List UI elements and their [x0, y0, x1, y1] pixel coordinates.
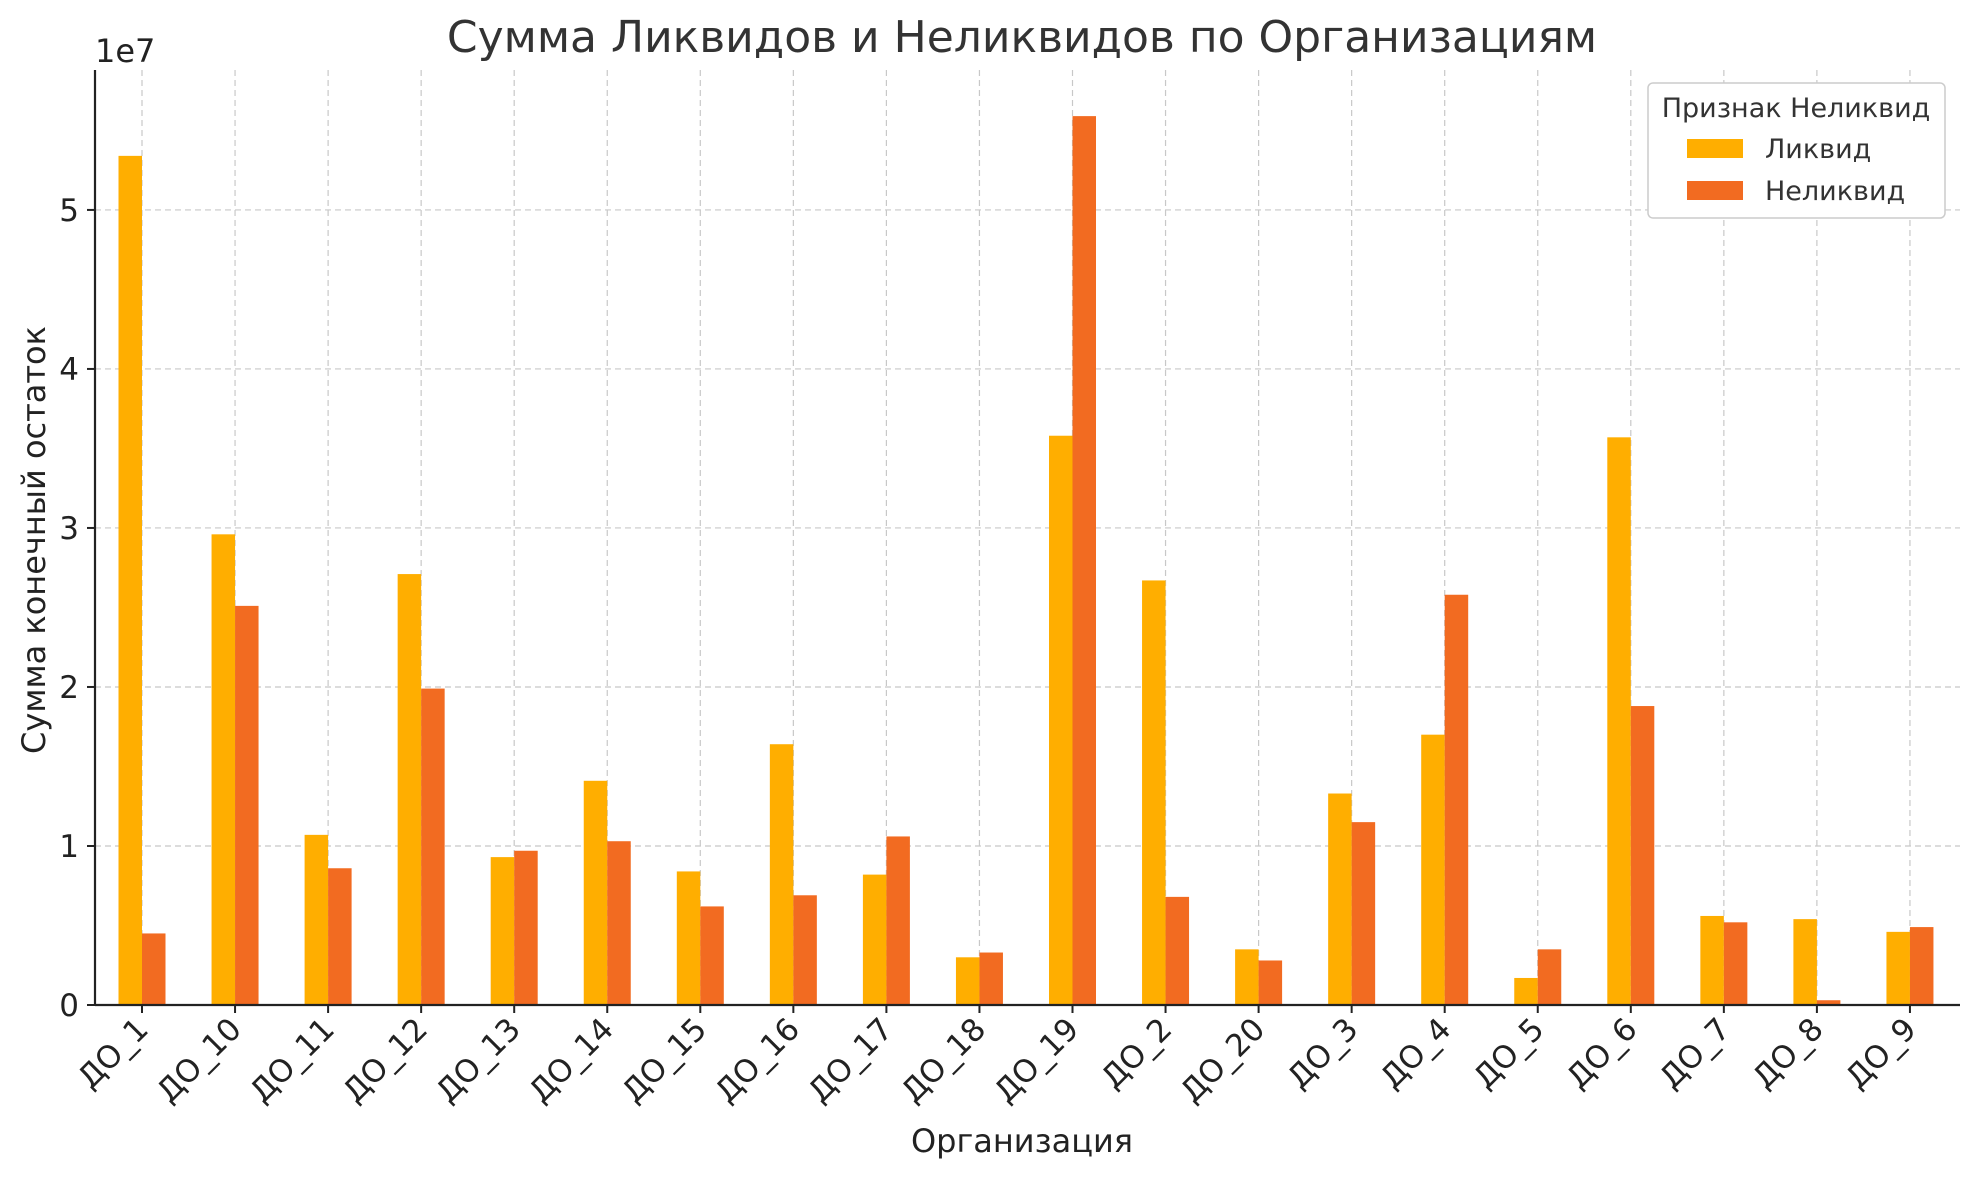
x-tick-label: ДО_11: [243, 1011, 342, 1110]
bar-nelikvid: [514, 850, 538, 1005]
x-tick-label: ДО_2: [1094, 1011, 1179, 1096]
x-tick-label: ДО_16: [708, 1011, 807, 1110]
legend-label-nelikvid: Неликвид: [1765, 176, 1905, 207]
x-tick-label: ДО_19: [987, 1011, 1086, 1110]
x-tick-label: ДО_6: [1560, 1011, 1645, 1096]
bar-nelikvid: [328, 868, 352, 1005]
x-tick-label: ДО_13: [429, 1011, 528, 1110]
bar-likvid: [583, 780, 608, 1005]
bar-nelikvid: [1444, 594, 1469, 1005]
bar-likvid: [955, 957, 980, 1005]
bar-likvid: [862, 874, 887, 1005]
bar-likvid: [1607, 437, 1631, 1006]
bars-layer: [118, 116, 1934, 1006]
y-axis-label: Сумма конечный остаток: [15, 326, 53, 754]
bar-likvid: [1328, 793, 1352, 1005]
legend: Признак Неликвид Ликвид Неликвид: [1647, 82, 1946, 219]
x-tick-label: ДО_20: [1174, 1011, 1273, 1110]
x-tick-label: ДО_3: [1281, 1011, 1366, 1096]
x-tick-label: ДО_1: [71, 1011, 156, 1096]
bar-likvid: [1421, 734, 1445, 1005]
bar-nelikvid: [1351, 822, 1376, 1005]
y-tick-label: 5: [59, 193, 79, 229]
x-tick-label: ДО_9: [1839, 1011, 1924, 1096]
bar-nelikvid: [700, 906, 724, 1005]
x-tick-label: ДО_18: [894, 1011, 993, 1110]
bar-likvid: [676, 871, 701, 1005]
x-tick-label: ДО_4: [1374, 1011, 1459, 1096]
bar-nelikvid: [1630, 706, 1655, 1005]
y-tick-label: 3: [59, 511, 79, 547]
bar-likvid: [211, 534, 236, 1005]
bar-nelikvid: [1072, 116, 1096, 1005]
legend-swatch-nelikvid: [1687, 181, 1743, 200]
y-tick-label: 4: [59, 352, 79, 388]
bar-likvid: [1049, 435, 1073, 1005]
bar-nelikvid: [1816, 1000, 1841, 1005]
bar-nelikvid: [886, 836, 910, 1005]
bar-nelikvid: [1723, 922, 1748, 1005]
x-tick-label: ДО_15: [615, 1011, 714, 1110]
bar-likvid: [1142, 580, 1166, 1005]
x-tick-label: ДО_12: [336, 1011, 435, 1110]
y-tick-label: 2: [59, 670, 79, 706]
bar-likvid: [769, 744, 794, 1005]
bar-likvid: [1700, 915, 1724, 1005]
x-tick-label: ДО_5: [1467, 1011, 1552, 1096]
x-axis-label: Организация: [911, 1122, 1133, 1160]
x-tick-label: ДО_10: [150, 1011, 249, 1110]
legend-swatch-likvid: [1687, 139, 1743, 158]
bar-nelikvid: [1258, 960, 1283, 1005]
bar-nelikvid: [1165, 896, 1190, 1005]
bar-likvid: [1886, 931, 1910, 1005]
bar-likvid: [304, 834, 329, 1005]
bar-nelikvid: [1909, 927, 1934, 1005]
bar-nelikvid: [607, 841, 631, 1005]
bar-likvid: [490, 857, 515, 1005]
bar-likvid: [397, 574, 422, 1005]
bar-nelikvid: [235, 605, 259, 1005]
y-offset-label: 1e7: [95, 32, 155, 70]
bar-nelikvid: [142, 933, 166, 1005]
legend-title: Признак Неликвид: [1662, 93, 1931, 124]
bar-likvid: [1514, 977, 1538, 1005]
bar-likvid: [1793, 919, 1817, 1005]
y-tick-label: 0: [59, 988, 79, 1024]
x-tick-label: ДО_14: [522, 1011, 621, 1110]
bar-nelikvid: [1537, 949, 1562, 1005]
bar-nelikvid: [421, 688, 445, 1005]
bar-likvid: [1235, 949, 1259, 1005]
bar-nelikvid: [793, 895, 817, 1005]
x-tick-label: ДО_8: [1746, 1011, 1831, 1096]
legend-label-likvid: Ликвид: [1765, 134, 1871, 165]
bar-likvid: [118, 155, 142, 1006]
x-tick-label: ДО_7: [1653, 1011, 1738, 1096]
chart-title: Сумма Ликвидов и Неликвидов по Организац…: [447, 12, 1597, 63]
y-tick-label: 1: [59, 829, 79, 865]
bar-nelikvid: [979, 952, 1003, 1005]
x-tick-label: ДО_17: [801, 1011, 900, 1110]
